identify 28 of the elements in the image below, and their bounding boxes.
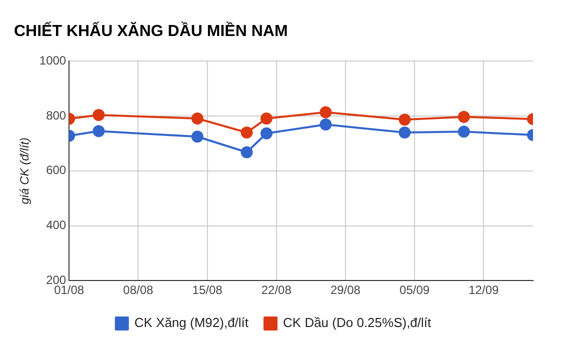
point bbox=[240, 126, 253, 139]
x-tick-label: 08/08 bbox=[123, 283, 154, 298]
y-axis-title: giá CK (đ/lít) bbox=[18, 138, 32, 204]
x-tick-label: 05/09 bbox=[400, 283, 430, 298]
y-tick-label: 600 bbox=[46, 163, 66, 178]
point bbox=[92, 108, 105, 121]
point bbox=[260, 127, 272, 140]
legend-label: CK Dầu (Do 0.25%S),đ/lít bbox=[283, 315, 432, 330]
y-tick-label: 1000 bbox=[39, 54, 66, 68]
x-tick-label: 15/08 bbox=[192, 283, 223, 298]
point bbox=[320, 118, 332, 131]
x-tick-label: 22/08 bbox=[261, 283, 292, 298]
point bbox=[191, 112, 204, 125]
point bbox=[398, 126, 411, 139]
chart-title: CHIẾT KHẤU XĂNG DẦU MIỀN NAM bbox=[14, 21, 288, 40]
x-tick-label: 12/09 bbox=[468, 283, 499, 298]
point bbox=[458, 126, 470, 138]
x-tick-label: 29/08 bbox=[330, 283, 361, 298]
legend-label: CK Xăng (M92),đ/lít bbox=[134, 315, 249, 330]
point bbox=[260, 112, 272, 125]
point bbox=[191, 130, 204, 143]
y-tick-label: 800 bbox=[46, 108, 66, 122]
point bbox=[398, 114, 411, 126]
point bbox=[458, 110, 470, 123]
point bbox=[320, 106, 332, 118]
y-tick-label: 400 bbox=[46, 218, 66, 232]
point bbox=[240, 146, 253, 158]
point bbox=[92, 125, 105, 138]
